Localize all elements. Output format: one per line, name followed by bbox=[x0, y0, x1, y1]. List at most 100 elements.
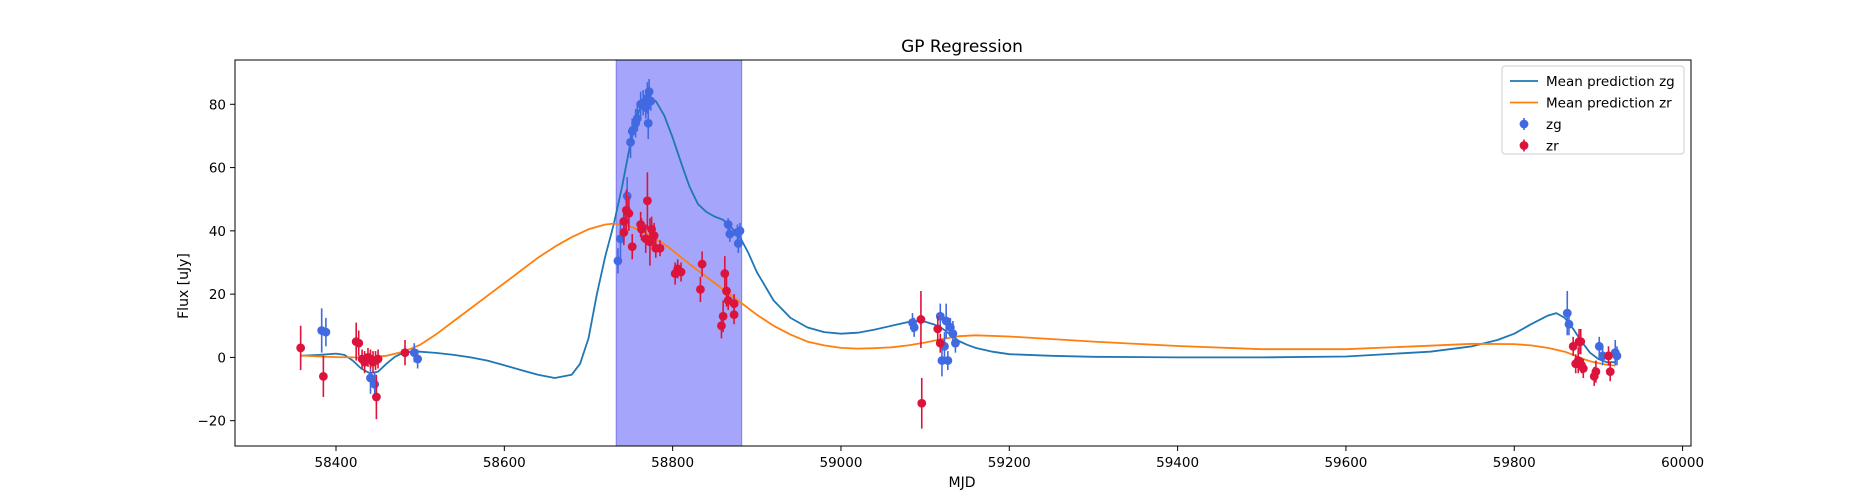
y-tick-label: 80 bbox=[209, 97, 226, 113]
point-zr bbox=[916, 290, 926, 348]
marker-zg bbox=[644, 87, 654, 97]
marker-zg bbox=[626, 137, 635, 147]
marker-zr bbox=[637, 224, 646, 234]
marker-zg bbox=[1612, 351, 1622, 361]
point-zg bbox=[321, 317, 331, 347]
marker-zg bbox=[643, 118, 653, 128]
marker-zr bbox=[729, 299, 739, 309]
point-zg bbox=[632, 105, 642, 132]
marker-zr bbox=[373, 354, 383, 364]
point-zr bbox=[642, 172, 652, 230]
marker-zr bbox=[318, 371, 328, 381]
data-points bbox=[296, 78, 1622, 429]
marker-zr bbox=[696, 284, 705, 294]
marker-zg bbox=[1564, 319, 1574, 329]
marker-zg bbox=[413, 354, 423, 364]
x-tick-label: 59200 bbox=[988, 455, 1031, 471]
legend-entry: zg bbox=[1519, 117, 1562, 133]
x-tick-label: 59000 bbox=[819, 455, 862, 471]
point-zr bbox=[1604, 346, 1613, 366]
point-zg bbox=[733, 234, 743, 253]
point-zr bbox=[373, 349, 383, 369]
legend-label: Mean prediction zr bbox=[1546, 96, 1672, 112]
marker-zr bbox=[400, 348, 410, 358]
marker-zg bbox=[943, 356, 953, 365]
point-zg bbox=[1612, 346, 1622, 366]
point-zr bbox=[718, 300, 728, 333]
point-zr bbox=[933, 316, 943, 342]
y-tick-label: −20 bbox=[198, 414, 227, 430]
point-zr bbox=[624, 196, 634, 231]
point-zr bbox=[296, 325, 306, 371]
marker-zg bbox=[1562, 308, 1572, 318]
point-zr bbox=[917, 377, 927, 429]
point-zr bbox=[354, 330, 364, 356]
marker-zr bbox=[935, 338, 945, 348]
marker-zg bbox=[622, 191, 632, 201]
marker-zr bbox=[933, 324, 943, 334]
point-zg bbox=[951, 333, 960, 353]
marker-zr bbox=[717, 321, 726, 331]
marker-zr bbox=[729, 310, 739, 320]
marker-zr bbox=[722, 286, 731, 296]
point-zg bbox=[725, 226, 735, 242]
point-zg bbox=[646, 91, 656, 111]
point-zr bbox=[1578, 358, 1588, 378]
legend-marker-swatch bbox=[1519, 141, 1529, 150]
marker-zr bbox=[916, 315, 926, 324]
point-zg bbox=[413, 349, 423, 369]
y-tick-label: 60 bbox=[209, 161, 226, 177]
marker-zr bbox=[354, 338, 364, 348]
marker-zr bbox=[1605, 367, 1615, 377]
point-zr bbox=[655, 240, 665, 257]
point-zg bbox=[941, 303, 951, 339]
marker-zr bbox=[655, 243, 665, 253]
marker-zr bbox=[1578, 364, 1588, 373]
marker-zg bbox=[909, 322, 919, 332]
marker-zg bbox=[632, 114, 642, 123]
x-tick-label: 58800 bbox=[651, 455, 694, 471]
legend-label: zg bbox=[1546, 117, 1562, 133]
point-zr bbox=[1591, 360, 1601, 383]
marker-zr bbox=[619, 216, 629, 226]
legend-entry: Mean prediction zr bbox=[1510, 96, 1672, 112]
legend-entry: zr bbox=[1519, 139, 1559, 155]
marker-zg bbox=[723, 220, 733, 229]
prediction-line-zr bbox=[300, 222, 1616, 367]
marker-zr bbox=[1604, 351, 1613, 361]
x-tick-label: 59600 bbox=[1324, 455, 1367, 471]
marker-zg bbox=[613, 256, 623, 266]
point-zr bbox=[400, 340, 410, 366]
marker-zg bbox=[366, 373, 375, 383]
point-zr bbox=[637, 218, 646, 241]
marker-zg bbox=[370, 379, 380, 389]
marker-zg bbox=[321, 327, 331, 337]
axes: 58400 58600 58800 59000 59200 59400 59600 59800… bbox=[198, 59, 1704, 471]
x-tick-label: 59800 bbox=[1493, 455, 1536, 471]
marker-zr bbox=[1591, 367, 1601, 377]
y-tick-label: 0 bbox=[217, 350, 226, 366]
point-zr bbox=[627, 234, 637, 260]
marker-zg bbox=[951, 338, 960, 348]
marker-zr bbox=[296, 343, 306, 353]
marker-zr bbox=[371, 392, 381, 402]
point-zg bbox=[613, 248, 623, 274]
x-tick-label: 58600 bbox=[483, 455, 526, 471]
y-tick-label: 20 bbox=[209, 287, 226, 303]
point-zr bbox=[729, 305, 739, 325]
prediction-curves bbox=[300, 97, 1616, 379]
legend: Mean prediction zg Mean prediction zr zg zr bbox=[1501, 65, 1685, 155]
x-tick-label: 60000 bbox=[1661, 455, 1704, 471]
marker-zg bbox=[733, 239, 743, 248]
point-zr bbox=[318, 355, 328, 397]
marker-zg bbox=[646, 96, 656, 106]
marker-zr bbox=[649, 231, 659, 240]
point-zr bbox=[697, 251, 707, 277]
point-zg bbox=[909, 317, 919, 337]
legend-label: zr bbox=[1546, 139, 1559, 155]
point-zr bbox=[619, 208, 629, 235]
legend-marker-swatch bbox=[1519, 119, 1529, 129]
marker-zr bbox=[627, 242, 637, 252]
point-zr bbox=[1568, 336, 1578, 356]
